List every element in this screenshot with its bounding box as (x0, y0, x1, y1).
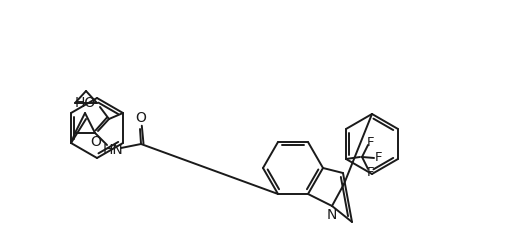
Text: HN: HN (103, 143, 123, 157)
Text: O: O (136, 111, 146, 125)
Text: F: F (366, 136, 374, 150)
Text: HO: HO (75, 96, 96, 110)
Text: F: F (374, 151, 382, 164)
Text: N: N (327, 208, 337, 222)
Text: F: F (366, 166, 374, 180)
Text: O: O (90, 135, 101, 149)
